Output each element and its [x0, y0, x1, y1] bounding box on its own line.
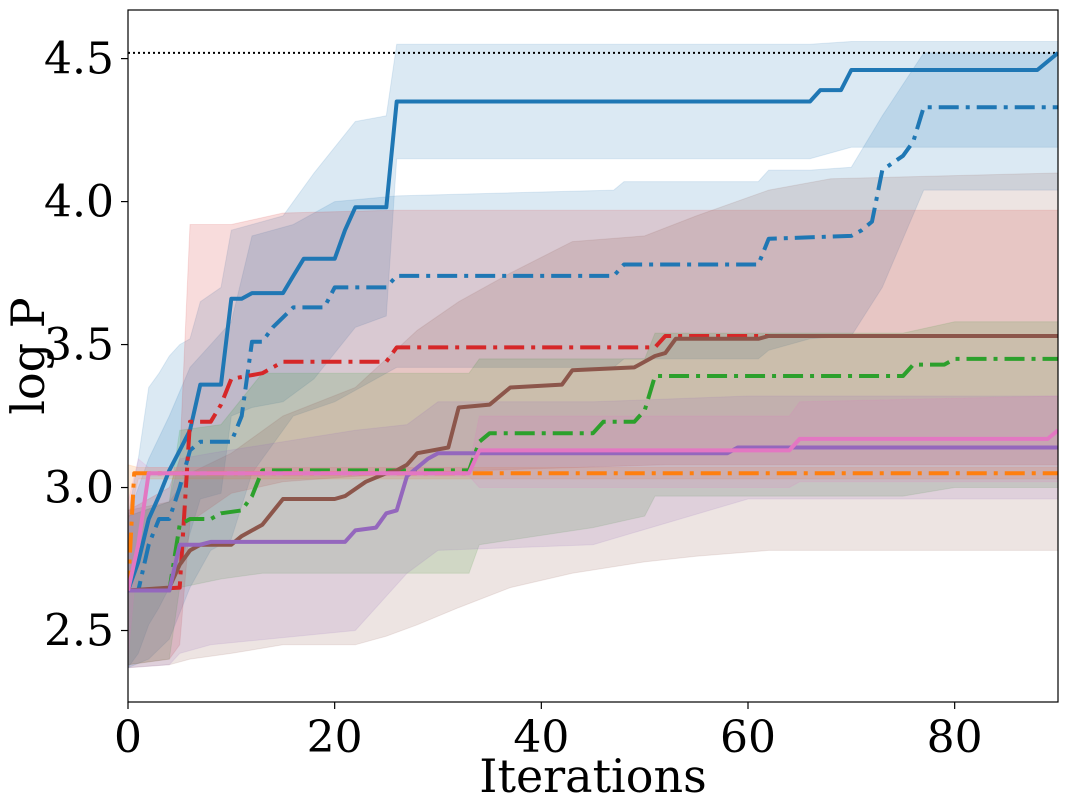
series-line-3 [128, 356, 1058, 593]
series-band-6 [128, 395, 1058, 669]
series-band-2 [128, 209, 1058, 666]
x-axis-ticks: 0 20 40 60 80 [114, 702, 983, 763]
y-axis-label: log P [1, 297, 55, 414]
series-lines [128, 51, 1058, 593]
x-axis-label: Iterations [479, 749, 706, 803]
series-band-3 [128, 321, 1058, 666]
series-line-2 [128, 334, 1058, 593]
series-band-4 [128, 464, 1058, 523]
y-tick-label: 4.0 [44, 177, 114, 228]
y-tick-label: 3.0 [44, 463, 114, 514]
series-line-0 [128, 51, 1058, 592]
series-band-5 [128, 172, 1058, 669]
plot-frame [127, 9, 1059, 703]
y-tick-label: 4.5 [44, 34, 114, 85]
y-tick-label: 2.5 [44, 606, 114, 657]
x-tick-label: 80 [927, 712, 983, 763]
plot-background [128, 10, 1058, 702]
series-line-1 [128, 105, 1058, 593]
x-tick-label: 60 [720, 712, 776, 763]
series-line-6 [128, 445, 1058, 593]
series-line-7 [128, 428, 1058, 591]
x-tick-label: 40 [513, 712, 569, 763]
y-axis-ticks: 2.5 3.0 3.5 4.0 4.5 [44, 34, 128, 657]
x-tick-label: 20 [307, 712, 363, 763]
series-line-5 [128, 334, 1058, 593]
y-tick-label: 3.5 [44, 320, 114, 371]
series-line-4 [128, 471, 1058, 591]
x-tick-label: 0 [114, 712, 142, 763]
